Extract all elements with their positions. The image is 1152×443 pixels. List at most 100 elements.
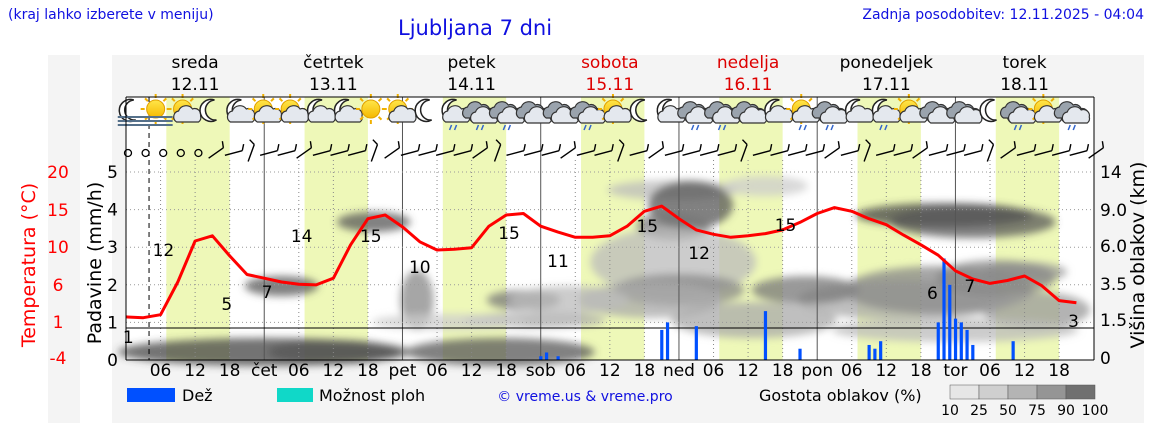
weather-icon: [844, 98, 874, 123]
weather-icon: [248, 94, 283, 124]
region-hint: (kraj lahko izberete v meniju): [8, 7, 214, 23]
wind-barb-icon: [472, 141, 489, 159]
wind-barb-icon: [594, 143, 614, 157]
legend-shower-swatch: [277, 388, 313, 402]
rain-bar: [971, 344, 975, 360]
wind-barb-icon: [296, 141, 313, 159]
temperature-value-label: 15: [360, 227, 382, 247]
wind-barb-icon: [560, 141, 577, 159]
day-date-label: 13.11: [309, 75, 358, 95]
wind-barb-icon: [493, 139, 502, 162]
x-tick-label: 18: [495, 361, 517, 381]
weather-icon: [764, 98, 794, 123]
wind-calm-icon: [176, 148, 185, 158]
rain-bar: [1011, 341, 1015, 360]
day-name-label: sreda: [172, 53, 219, 73]
cloud-height-tick-label: 3.5: [1100, 275, 1127, 295]
wind-barb-icon: [740, 139, 748, 162]
x-tick-label: 06: [703, 361, 725, 381]
x-tick-label: 12: [875, 361, 897, 381]
x-tick-label: pet: [389, 361, 417, 381]
cloud-height-tick-label: 9.0: [1100, 201, 1127, 221]
cloud-density-area: [722, 176, 808, 196]
rain-bar: [936, 322, 940, 360]
rain-icon: [480, 124, 485, 131]
cloud-height-tick-label: 1.5: [1100, 311, 1127, 331]
weather-icon: [275, 94, 310, 124]
cloud-density-tick-label: 75: [1028, 403, 1046, 419]
cloud-height-tick-label: 14: [1100, 163, 1122, 183]
rain-bar: [556, 356, 560, 360]
x-tick-label: pon: [801, 361, 833, 381]
cloud-density-area: [843, 266, 1033, 314]
wind-barb-icon: [208, 141, 225, 159]
weather-icon: [979, 98, 997, 123]
temperature-line: [125, 204, 1077, 320]
wind-barb-icon: [541, 143, 562, 157]
rain-icon: [690, 124, 695, 131]
temperature-tick-label: 15: [47, 201, 69, 221]
weather-icon: [871, 98, 901, 131]
wind-barb-icon: [648, 141, 665, 159]
rain-icon: [502, 124, 507, 131]
rain-icon: [1072, 124, 1076, 131]
wind-barb-icon: [330, 143, 350, 157]
moon-icon: [629, 98, 648, 123]
x-tick-label: 12: [184, 361, 206, 381]
weather-icon: [167, 94, 202, 124]
cloud-height-axis-label: Višina oblakov (km): [1127, 162, 1149, 349]
temperature-value-label: 12: [688, 244, 710, 264]
rain-bar: [798, 348, 802, 360]
wind-barb-icon: [699, 143, 720, 157]
x-tick-label: 18: [772, 361, 794, 381]
rain-icon: [695, 124, 700, 131]
precip-tick-label: 2: [107, 276, 118, 296]
temperature-tick-label: 10: [47, 238, 69, 258]
wind-barb-icon: [840, 143, 861, 157]
rain-bar: [544, 352, 549, 360]
rain-icon: [588, 124, 592, 131]
day-name-label: četrtek: [303, 53, 364, 73]
wind-calm-icon: [194, 148, 203, 158]
x-tick-label: 06: [288, 361, 310, 381]
moon-icon: [979, 98, 997, 123]
rain-bar: [942, 258, 946, 360]
x-tick-label: 06: [150, 361, 172, 381]
wind-barb-icon: [453, 143, 474, 157]
x-tick-label: 18: [1048, 361, 1070, 381]
temperature-tick-label: 20: [47, 163, 69, 183]
rain-bar: [873, 348, 877, 360]
x-tick-label: 18: [219, 361, 241, 381]
x-tick-label: 06: [979, 361, 1001, 381]
wind-barb-icon: [418, 143, 438, 157]
wind-barb-icon: [787, 143, 808, 157]
weather-icon: [1053, 101, 1091, 131]
wind-barb-icon: [259, 143, 280, 157]
wind-barb-icon: [682, 143, 702, 157]
daylight-band: [166, 97, 230, 360]
x-tick-label: 18: [357, 361, 379, 381]
wind-barb-icon: [506, 143, 526, 157]
cloud-density-swatch: [1036, 384, 1067, 400]
rain-bar: [867, 344, 871, 360]
wind-barb-icon: [1088, 141, 1105, 159]
wind-barb-icon: [370, 139, 379, 162]
x-tick-label: 12: [737, 361, 759, 381]
temperature-value-label: 6: [927, 284, 938, 304]
cloud-density-swatch: [978, 384, 1009, 400]
rain-bar: [665, 322, 670, 360]
weather-icon: [414, 98, 433, 123]
last-updated: Zadnja posodobitev: 12.11.2025 - 04:04: [862, 7, 1144, 23]
wind-barb-icon: [277, 143, 298, 157]
weather-icon: [306, 98, 336, 123]
weather-icon: [355, 94, 386, 124]
wind-barb-icon: [963, 143, 984, 157]
cloud-density-area: [244, 276, 319, 296]
wind-barb-icon: [247, 139, 255, 162]
temperature-tick-label: 6: [53, 276, 64, 296]
x-tick-label: 12: [323, 361, 345, 381]
rain-icon: [717, 124, 722, 131]
rain-bar: [959, 322, 963, 360]
wind-barb-icon: [1069, 143, 1090, 157]
cloud-density-tick-label: 50: [999, 403, 1017, 419]
